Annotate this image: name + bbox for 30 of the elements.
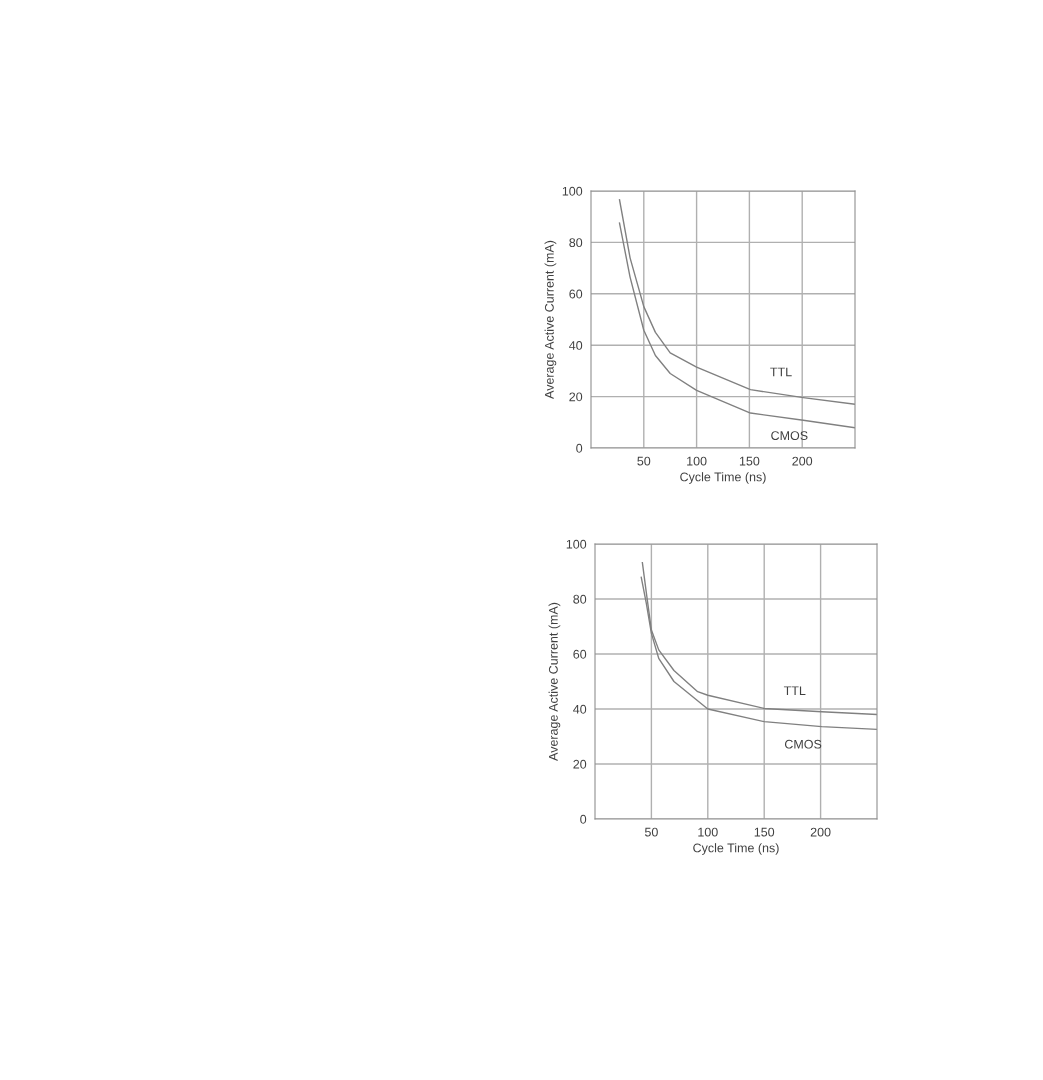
series-label: TTL [783, 686, 806, 696]
y-tick-label: 40 [573, 704, 587, 714]
y-tick-label: 60 [569, 289, 583, 299]
x-tick-label: 150 [754, 827, 775, 837]
x-tick-label: 200 [810, 827, 831, 837]
series-label: TTL [770, 367, 792, 377]
y-tick-label: 20 [569, 392, 583, 402]
y-tick-label: 100 [566, 539, 587, 549]
x-tick-label: 200 [792, 456, 813, 466]
y-tick-label: 80 [573, 594, 587, 604]
x-axis-title: Cycle Time (ns) [680, 472, 766, 484]
series-label: CMOS [784, 739, 822, 749]
y-tick-label: 0 [576, 443, 583, 453]
y-tick-label: 20 [573, 759, 587, 769]
line-series [618, 222, 855, 429]
y-tick-label: 80 [569, 238, 583, 248]
y-tick-label: 40 [569, 341, 583, 350]
y-tick-label: 0 [580, 814, 587, 824]
series-label: CMOS [771, 431, 808, 441]
x-tick-label: 50 [637, 456, 651, 466]
y-tick-label: 100 [562, 186, 583, 196]
x-tick-label: 50 [644, 827, 658, 837]
x-tick-label: 150 [739, 456, 760, 466]
y-axis-title: Average Active Current (mA) [544, 240, 557, 399]
line-series [618, 199, 855, 406]
x-tick-label: 100 [687, 456, 707, 466]
x-axis-title: Cycle Time (ns) [693, 843, 779, 855]
x-tick-label: 100 [698, 827, 718, 837]
y-tick-label: 60 [573, 649, 587, 659]
y-axis-title: Average Active Current (mA) [548, 602, 561, 761]
